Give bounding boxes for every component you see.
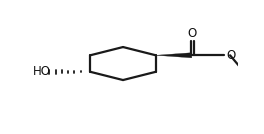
Polygon shape bbox=[156, 53, 192, 58]
Text: O: O bbox=[188, 27, 197, 40]
Text: HO: HO bbox=[33, 65, 51, 78]
Text: O: O bbox=[226, 49, 235, 62]
